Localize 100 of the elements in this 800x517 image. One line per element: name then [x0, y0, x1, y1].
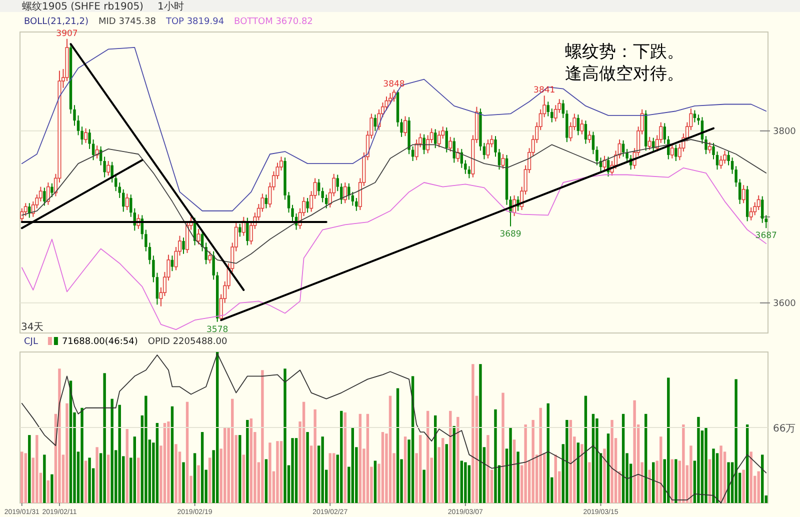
bar	[554, 454, 557, 503]
bar	[633, 400, 636, 503]
bar	[58, 368, 61, 503]
bar	[302, 402, 306, 503]
bar	[156, 422, 159, 503]
series-label: OPID 2205488.00	[148, 337, 228, 347]
candlestick	[43, 187, 46, 206]
candlestick	[738, 178, 742, 204]
bar	[761, 454, 764, 503]
bar	[464, 462, 467, 503]
bar	[193, 453, 196, 503]
candlestick	[622, 140, 625, 158]
candlestick	[716, 151, 719, 170]
bar	[704, 428, 708, 503]
candlestick	[76, 114, 80, 136]
candlestick	[501, 154, 505, 170]
annotation: 螺纹势：下跌。	[565, 42, 684, 62]
bar	[321, 436, 324, 503]
bar	[418, 435, 422, 503]
text: TOP 3819.94	[164, 17, 224, 27]
bar	[580, 444, 584, 503]
bar	[584, 396, 588, 503]
bar	[46, 480, 50, 503]
candlestick	[670, 143, 674, 159]
bar	[670, 459, 674, 503]
bar	[167, 421, 170, 503]
bar	[516, 452, 520, 503]
bar	[524, 424, 527, 503]
bar	[344, 412, 346, 503]
candlestick	[170, 255, 174, 272]
bar	[246, 420, 249, 503]
bar	[133, 436, 136, 503]
candlestick	[50, 182, 54, 198]
bar	[757, 471, 760, 503]
candlestick	[434, 128, 437, 149]
candlestick	[437, 130, 441, 148]
legend-title: CJL	[24, 337, 38, 347]
bar	[268, 442, 272, 503]
bar	[712, 448, 715, 503]
bar	[566, 420, 568, 503]
bar	[396, 388, 400, 503]
bar	[284, 368, 286, 503]
candlestick	[92, 139, 95, 161]
bar	[592, 414, 595, 503]
bar	[250, 418, 253, 503]
bar	[88, 458, 91, 503]
bar	[456, 416, 460, 503]
annotation: 3578	[206, 324, 228, 335]
bar	[576, 442, 580, 503]
candlestick	[727, 151, 730, 166]
candlestick	[264, 194, 268, 209]
candlestick	[73, 104, 76, 126]
bar	[708, 459, 712, 503]
bar	[332, 453, 336, 503]
bar	[381, 432, 384, 503]
bar	[546, 403, 550, 503]
candlestick	[110, 161, 114, 183]
candlestick	[693, 110, 696, 123]
candlestick	[648, 136, 652, 150]
bar	[231, 398, 234, 503]
bar	[690, 446, 692, 503]
bar	[186, 402, 189, 503]
bar	[20, 452, 24, 503]
candlestick	[125, 193, 129, 211]
candlestick	[208, 250, 212, 264]
candlestick	[756, 194, 760, 211]
bar	[494, 409, 497, 503]
candlestick	[88, 128, 91, 150]
bar	[622, 414, 625, 503]
candlestick	[704, 136, 708, 155]
bar	[442, 438, 444, 503]
bar	[103, 373, 106, 503]
candlestick	[445, 126, 448, 153]
bar	[569, 420, 572, 503]
bar	[291, 438, 294, 503]
candlestick	[287, 191, 290, 214]
bar	[468, 465, 471, 503]
bar	[667, 378, 670, 503]
bar	[674, 459, 678, 503]
bar	[238, 435, 242, 503]
bar	[126, 429, 128, 503]
candlestick	[246, 217, 249, 246]
bar	[294, 438, 298, 503]
y-tick-label: 3800	[773, 126, 796, 137]
bar	[306, 432, 309, 503]
candlestick	[723, 150, 727, 164]
bar	[96, 447, 98, 503]
bar	[682, 424, 685, 503]
legend-label: 71688.00(46:54)	[62, 337, 138, 347]
text: BOTTOM 3670.82	[234, 17, 313, 27]
candlestick	[584, 120, 588, 144]
bar	[610, 420, 614, 503]
bar	[200, 432, 204, 503]
candlestick	[486, 139, 490, 159]
candlestick	[374, 114, 377, 132]
bar	[314, 409, 316, 503]
candlestick	[28, 202, 31, 218]
bar	[276, 441, 279, 503]
bar	[182, 462, 185, 503]
candlestick	[212, 250, 215, 280]
